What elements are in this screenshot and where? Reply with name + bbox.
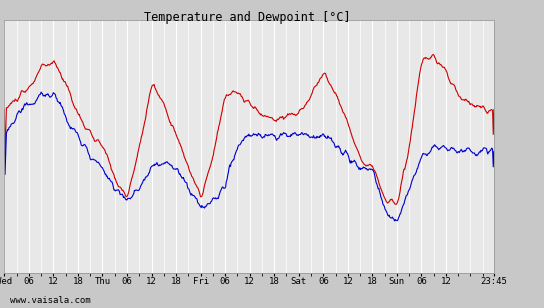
Text: Temperature and Dewpoint [°C]: Temperature and Dewpoint [°C] xyxy=(144,11,350,24)
Text: www.vaisala.com: www.vaisala.com xyxy=(10,296,90,305)
